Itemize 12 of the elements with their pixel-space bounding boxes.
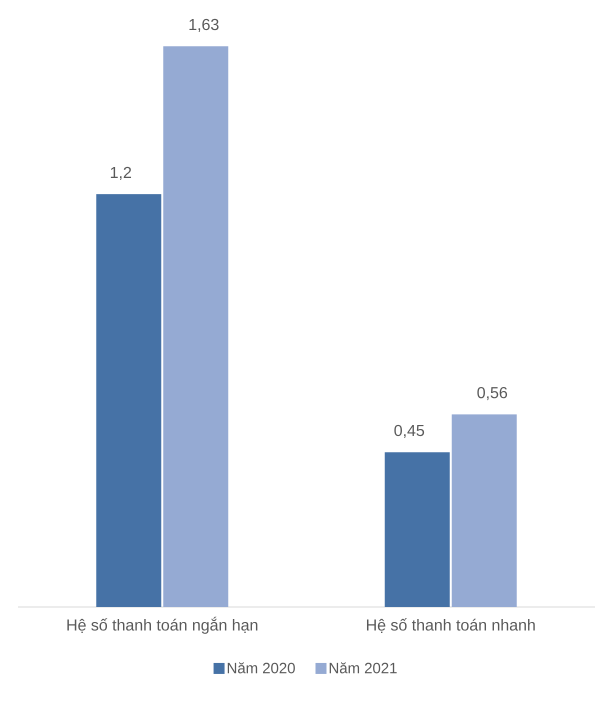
data-label: 0,56 [477,386,508,400]
data-label: 1,63 [189,18,219,32]
bar [96,194,162,607]
legend-label: Năm 2021 [330,662,397,674]
x-tick-label: Hệ số thanh toán nhanh [366,618,535,633]
bar [384,452,450,607]
data-label: 1,2 [110,166,132,180]
data-label: 0,45 [394,424,424,438]
bar [163,46,228,607]
legend-label: Năm 2020 [228,662,295,674]
bar [452,414,517,607]
x-tick-label: Hệ số thanh toán ngắn hạn [67,616,258,634]
